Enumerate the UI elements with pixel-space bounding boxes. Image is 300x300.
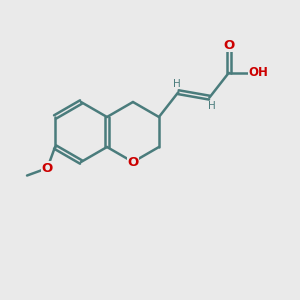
Text: H: H	[173, 79, 181, 89]
Text: O: O	[223, 39, 234, 52]
Text: O: O	[127, 155, 139, 169]
Text: O: O	[42, 162, 53, 175]
Text: H: H	[208, 101, 215, 111]
Text: OH: OH	[249, 66, 269, 79]
